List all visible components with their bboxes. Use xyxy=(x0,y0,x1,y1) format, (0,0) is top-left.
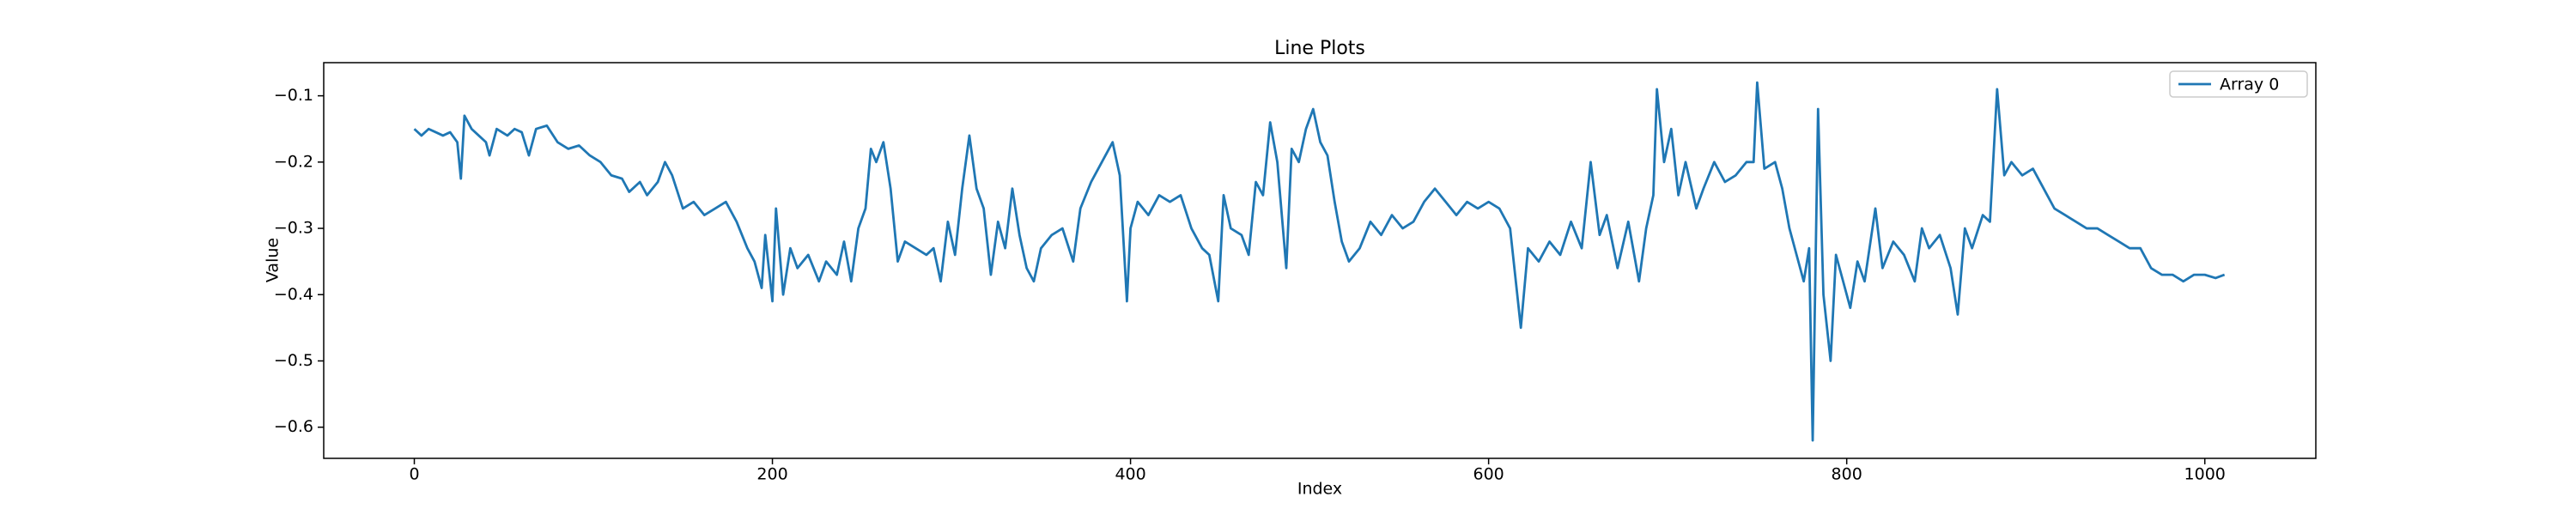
x-tick-label: 200 xyxy=(756,465,787,484)
x-axis-label: Index xyxy=(1297,480,1342,499)
y-tick-label: −0.4 xyxy=(274,285,313,304)
data-line xyxy=(413,81,2226,442)
legend-box xyxy=(2169,70,2308,98)
x-tick-label: 600 xyxy=(1473,465,1504,484)
y-tick-label: −0.5 xyxy=(274,351,313,370)
chart-title: Line Plots xyxy=(1274,38,1365,59)
x-tick-label: 800 xyxy=(1832,465,1862,484)
y-tick-label: −0.2 xyxy=(274,152,313,171)
x-tick-label: 0 xyxy=(409,465,419,484)
x-tick-label: 400 xyxy=(1115,465,1145,484)
y-axis-label: Value xyxy=(264,238,283,282)
plot-frame xyxy=(323,62,2317,459)
y-tick-label: −0.1 xyxy=(274,86,313,105)
y-tick-label: −0.6 xyxy=(274,417,313,436)
legend-label: Array 0 xyxy=(2220,76,2279,94)
y-tick-label: −0.3 xyxy=(274,219,313,238)
x-tick-label: 1000 xyxy=(2184,465,2226,484)
